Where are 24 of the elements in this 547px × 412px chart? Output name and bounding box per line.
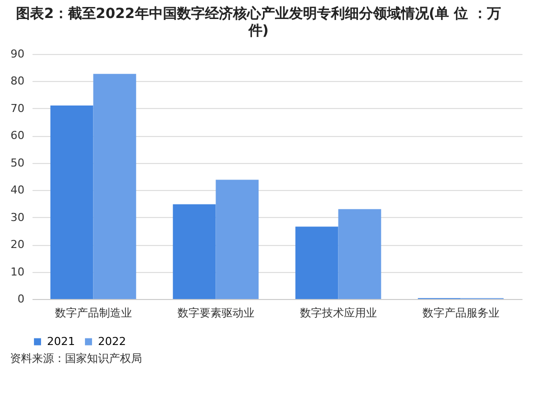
- y-tick-label: 10: [10, 265, 24, 278]
- legend-label: 2022: [98, 334, 126, 348]
- bar: [50, 105, 94, 299]
- bar: [93, 74, 136, 299]
- y-tick-label: 90: [10, 48, 24, 60]
- y-tick-label: 30: [10, 210, 24, 224]
- y-tick-label: 40: [10, 184, 24, 197]
- chart-title: 图表2：截至2022年中国数字经济核心产业发明专利细分领域情况(单 位 ：万件): [15, 4, 502, 40]
- y-tick-label: 60: [10, 129, 24, 142]
- y-tick-label: 50: [10, 156, 24, 170]
- y-tick-label: 70: [10, 102, 24, 115]
- x-tick-label: 数字技术应用业: [300, 306, 377, 320]
- legend-label: 2021: [47, 334, 75, 348]
- x-tick-label: 数字产品服务业: [422, 306, 500, 320]
- text: 资料来源：国家知识产权局: [9, 351, 143, 366]
- y-tick-label: 80: [10, 74, 24, 88]
- y-tick-label: 20: [10, 238, 24, 252]
- x-tick-label: 数字产品制造业: [54, 306, 132, 320]
- bar: [216, 180, 259, 299]
- bar: [295, 226, 338, 299]
- x-tick-label: 数字要素驱动业: [177, 306, 254, 320]
- y-tick-label: 0: [18, 292, 24, 306]
- bar: [172, 204, 216, 299]
- bar: [338, 209, 382, 299]
